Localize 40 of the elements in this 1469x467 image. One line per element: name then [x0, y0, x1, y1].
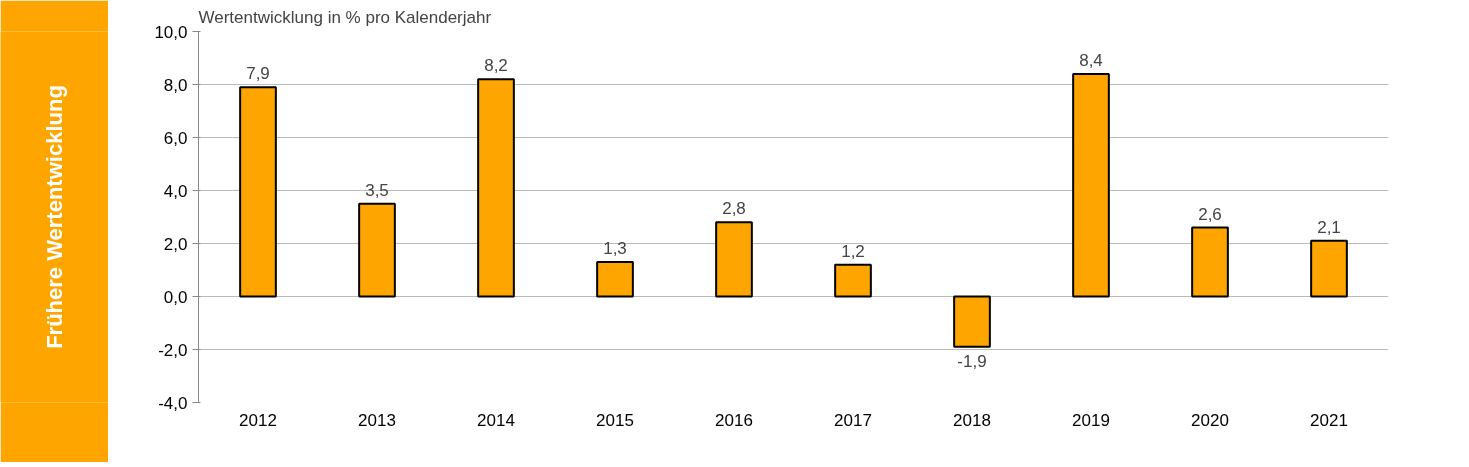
bar [477, 78, 515, 298]
data-label: 1,3 [603, 239, 627, 259]
y-tick-label: 8,0 [163, 75, 188, 95]
y-tick-label: 4,0 [163, 181, 188, 201]
bar [834, 263, 872, 298]
bar [953, 295, 991, 348]
bar [596, 261, 634, 298]
y-tick-label: 6,0 [163, 128, 188, 148]
bar [1072, 72, 1110, 298]
data-label: 8,2 [484, 56, 508, 76]
bar [1191, 226, 1229, 298]
x-tick-label: 2020 [1191, 410, 1229, 430]
x-tick-label: 2012 [239, 410, 277, 430]
bar [358, 202, 396, 298]
text: Frühere Wertentwicklung [42, 85, 67, 349]
x-tick-label: 2018 [953, 410, 991, 430]
data-label: 2,6 [1198, 204, 1222, 224]
data-label: 2,1 [1317, 217, 1341, 237]
bar [239, 86, 277, 298]
y-tick-label: -2,0 [158, 340, 188, 360]
data-label: 3,5 [365, 180, 389, 200]
data-label: 2,8 [722, 199, 746, 219]
x-tick-label: 2021 [1310, 410, 1348, 430]
y-tick-label: -4,0 [158, 393, 188, 413]
bar [715, 221, 753, 298]
x-tick-label: 2019 [1072, 410, 1110, 430]
data-label: 8,4 [1079, 50, 1103, 70]
bar [1310, 239, 1348, 298]
data-label: 7,9 [246, 64, 270, 84]
chart-title: Wertentwicklung in % pro Kalenderjahr [198, 7, 492, 27]
y-tick-label: 2,0 [163, 234, 188, 254]
x-tick-label: 2015 [596, 410, 634, 430]
y-tick-label: 10,0 [154, 22, 188, 42]
data-label: -1,9 [957, 351, 987, 371]
x-tick-label: 2013 [358, 410, 396, 430]
x-tick-label: 2017 [834, 410, 872, 430]
y-tick-label: 0,0 [163, 287, 188, 307]
data-label: 1,2 [841, 241, 865, 261]
x-tick-label: 2016 [715, 410, 753, 430]
x-tick-label: 2014 [477, 410, 515, 430]
